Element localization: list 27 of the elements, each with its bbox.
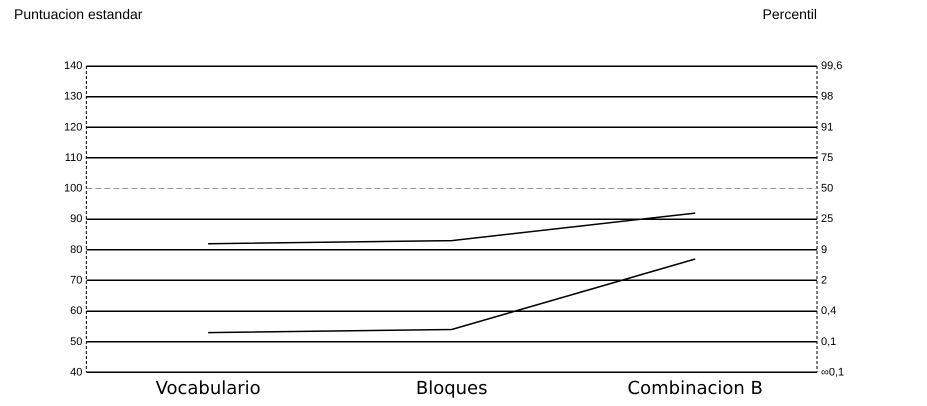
text: 98 (821, 90, 834, 103)
text: 75 (821, 152, 834, 164)
x-tick-label: Vocabulario (156, 378, 261, 399)
y-tick-label: 140 (64, 60, 82, 72)
y-tick-label: 90 (70, 213, 82, 226)
y-tick-label: 130 (64, 90, 82, 103)
y-tick-label: 100 (64, 182, 82, 195)
text: 25 (821, 213, 834, 226)
y-tick-label: 60 (70, 305, 82, 318)
text: 0,1 (821, 336, 836, 348)
text: 2 (821, 274, 828, 287)
y-tick-label: 110 (64, 152, 82, 164)
y2-axis-title: Percentil (762, 6, 817, 22)
y-tick-label: 120 (64, 121, 82, 134)
y-tick-label: 40 (70, 366, 82, 378)
y-tick-label: 50 (70, 336, 82, 348)
text: 50 (821, 182, 834, 195)
text: 99,6 (821, 60, 842, 72)
x-tick-label: Bloques (416, 378, 488, 399)
y-tick-label: 70 (70, 274, 82, 287)
y-axis-title: Puntuacion estandar (14, 6, 142, 22)
text: ∞0,1 (821, 366, 844, 378)
y-tick-label: 80 (70, 244, 82, 256)
text: 91 (821, 121, 834, 134)
x-tick-label: Combinacion B (628, 378, 763, 399)
text: 0,4 (821, 305, 836, 318)
text: 9 (821, 244, 828, 256)
